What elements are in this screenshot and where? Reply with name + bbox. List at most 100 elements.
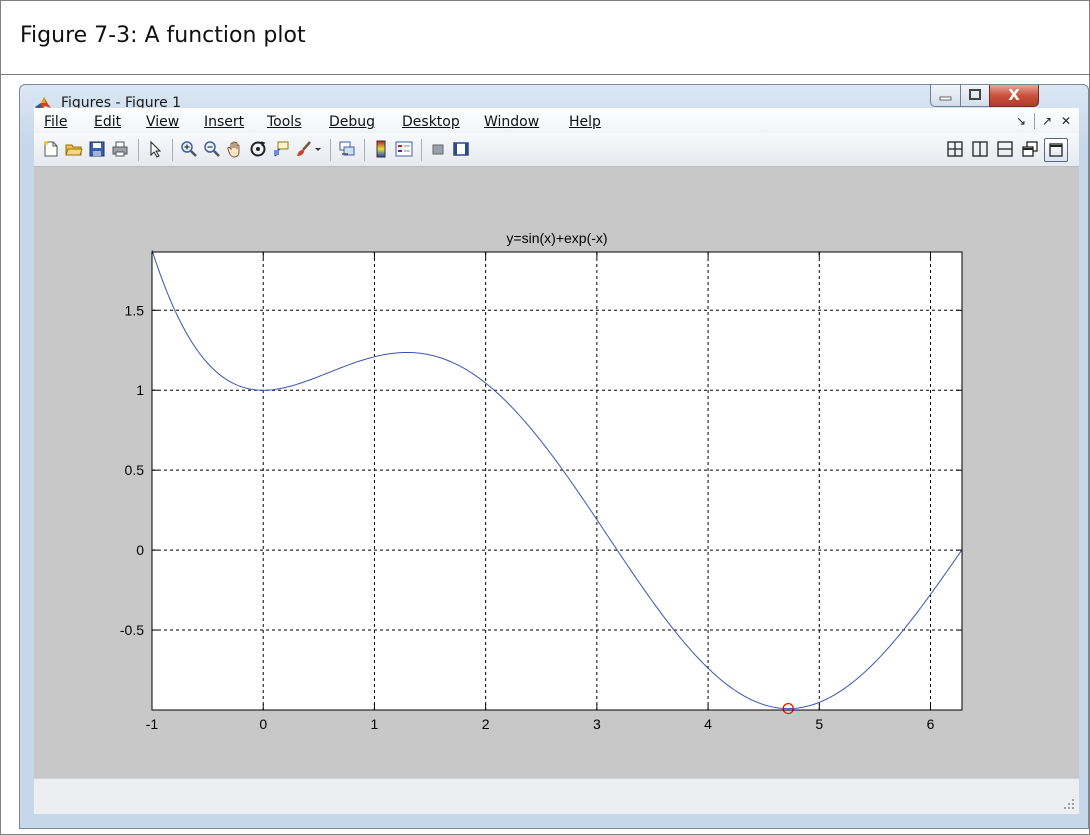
menu-window[interactable]: Window <box>484 114 539 130</box>
tile-rows-icon <box>997 141 1013 157</box>
brush-dropdown[interactable] <box>313 140 323 158</box>
maximize-button[interactable] <box>960 85 990 107</box>
grid-lines <box>152 252 962 710</box>
legend-icon <box>395 141 413 157</box>
new-figure-icon <box>44 141 58 157</box>
colorbar-button[interactable] <box>372 140 390 158</box>
figure-caption: Figure 7-3: A function plot <box>1 1 1089 75</box>
print-button[interactable] <box>111 140 129 158</box>
menu-edit-label: Edit <box>94 114 122 130</box>
x-tick-label: 6 <box>927 716 935 732</box>
menu-desktop-label: Desktop <box>402 114 460 130</box>
menu-bar: File Edit View Insert Tools Debug Deskto… <box>34 108 1079 134</box>
menu-desktop[interactable]: Desktop <box>402 114 460 130</box>
tile-columns-icon <box>972 141 988 157</box>
function-curve[interactable] <box>151 249 963 710</box>
menu-file-label: File <box>44 114 68 130</box>
new-figure-button[interactable] <box>42 140 60 158</box>
zoom-out-button[interactable] <box>203 140 221 158</box>
float-icon <box>1022 141 1038 157</box>
rotate-3d-icon <box>250 141 266 157</box>
minimum-marker[interactable] <box>782 702 794 715</box>
window-title: Figures - Figure 1 <box>61 95 182 111</box>
tile-rows-button[interactable] <box>996 140 1014 158</box>
legend-button[interactable] <box>395 140 413 158</box>
axes-box <box>151 251 963 711</box>
pointer-button[interactable] <box>146 140 164 158</box>
menu-insert-label: Insert <box>204 114 245 130</box>
save-button[interactable] <box>88 140 106 158</box>
x-tick-label: -1 <box>146 716 159 732</box>
chart-title: y=sin(x)+exp(-x) <box>506 230 607 246</box>
pointer-icon <box>150 140 162 158</box>
open-file-icon <box>65 144 83 156</box>
plot-svg[interactable]: y=sin(x)+exp(-x) -1 0 1 2 3 4 5 6 -0.5 0 0.5 1 1.5 <box>34 167 1079 778</box>
hide-plot-tools-button[interactable] <box>429 140 447 158</box>
x-tick-label: 2 <box>482 716 490 732</box>
resize-grip-icon[interactable] <box>1063 798 1075 810</box>
tile-columns-button[interactable] <box>971 140 989 158</box>
close-button[interactable]: X <box>989 85 1039 107</box>
maximize-icon <box>969 89 981 100</box>
rotate-3d-button[interactable] <box>249 140 267 158</box>
menu-help[interactable]: Help <box>569 114 601 130</box>
x-axis: -1 0 1 2 3 4 5 6 <box>146 252 935 732</box>
pan-hand-icon <box>227 141 240 158</box>
brush-button[interactable] <box>295 140 313 158</box>
y-tick-label: 1.5 <box>125 302 145 318</box>
show-plot-tools-button[interactable] <box>452 140 470 158</box>
open-file-button[interactable] <box>65 140 83 158</box>
x-tick-label: 1 <box>371 716 379 732</box>
menu-insert[interactable]: Insert <box>204 114 244 130</box>
x-tick-label: 0 <box>259 716 267 732</box>
menu-tools-label: Tools <box>267 114 302 130</box>
menu-edit[interactable]: Edit <box>94 114 121 130</box>
menu-window-label: Window <box>484 114 540 130</box>
tile-grid-icon <box>947 141 963 157</box>
link-plot-icon <box>339 141 355 156</box>
minimize-button[interactable] <box>930 85 961 107</box>
colorbar-icon <box>376 140 386 158</box>
menu-view[interactable]: View <box>146 114 179 130</box>
toolbar-separator <box>364 139 365 161</box>
menu-separator <box>1034 113 1035 129</box>
close-figure-button[interactable]: ✕ <box>1061 114 1072 128</box>
maximize-figure-button[interactable] <box>1044 138 1068 162</box>
y-tick-label: 1 <box>136 382 144 398</box>
show-plot-tools-icon <box>453 142 469 156</box>
y-tick-label: 0.5 <box>125 462 145 478</box>
toolbar-separator <box>330 139 331 161</box>
float-button[interactable] <box>1021 140 1039 158</box>
data-cursor-button[interactable] <box>272 140 290 158</box>
brush-icon <box>297 141 311 156</box>
save-icon <box>89 141 105 157</box>
x-tick-label: 4 <box>704 716 712 732</box>
toolbar-separator <box>172 139 173 161</box>
zoom-in-button[interactable] <box>180 140 198 158</box>
undock-figure-button[interactable]: ↗ <box>1042 114 1053 128</box>
dock-figure-button[interactable]: ↘ <box>1016 114 1027 128</box>
maximize-icon <box>1049 143 1063 157</box>
axes-background <box>152 252 962 710</box>
zoom-out-icon <box>204 141 220 157</box>
menu-view-label: View <box>146 114 180 130</box>
menu-debug-label: Debug <box>329 114 376 130</box>
figure-canvas[interactable]: y=sin(x)+exp(-x) -1 0 1 2 3 4 5 6 -0.5 0 0.5 1 1.5 <box>34 167 1079 778</box>
matlab-figure-window: Figures - Figure 1 X File Edit View Inse… <box>19 84 1089 829</box>
menu-tools[interactable]: Tools <box>267 114 302 130</box>
pan-button[interactable] <box>226 140 244 158</box>
y-axis: -0.5 0 0.5 1 1.5 <box>120 302 962 638</box>
hide-plot-tools-icon <box>432 144 444 155</box>
chevron-down-icon <box>315 148 321 151</box>
zoom-in-icon <box>181 141 197 157</box>
menu-debug[interactable]: Debug <box>329 114 375 130</box>
status-bar <box>34 778 1079 814</box>
menu-file[interactable]: File <box>44 114 67 130</box>
menu-help-label: Help <box>569 114 601 130</box>
title-bar: Figures - Figure 1 X <box>20 85 1088 115</box>
figure-toolbar <box>34 133 1079 167</box>
link-plot-button[interactable] <box>338 140 356 158</box>
y-tick-label: 0 <box>136 542 144 558</box>
tile-grid-button[interactable] <box>946 140 964 158</box>
toolbar-separator <box>138 139 139 161</box>
